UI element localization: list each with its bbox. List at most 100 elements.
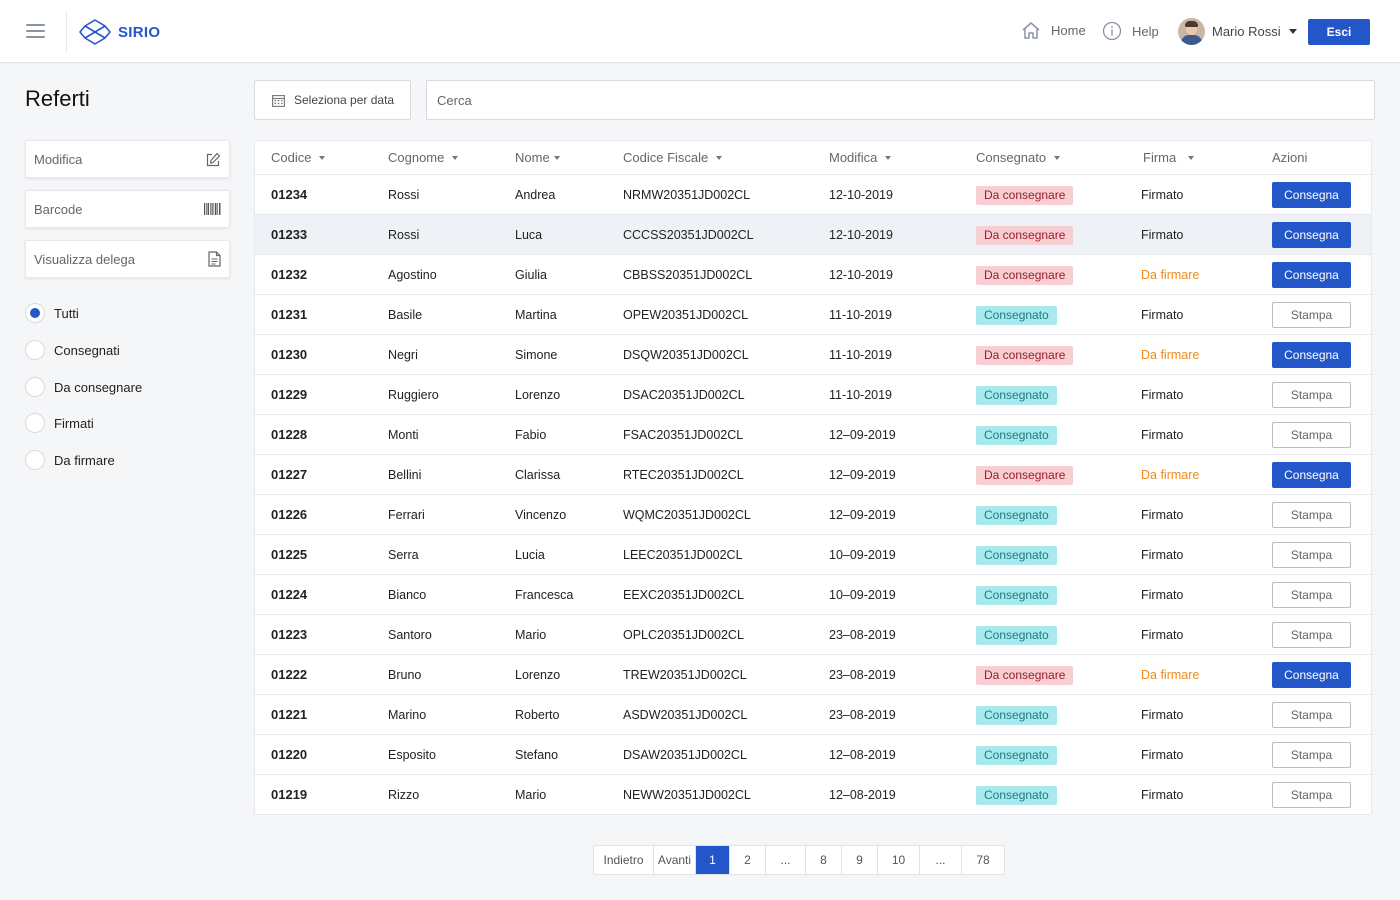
cell-firma: Firmato (1141, 748, 1184, 762)
column-header-consegnato[interactable]: Consegnato (976, 150, 1061, 165)
nav-help[interactable]: Help (1102, 21, 1159, 41)
radio-tutti[interactable] (25, 303, 45, 323)
table-row[interactable]: 01221 Marino Roberto ASDW20351JD002CL 23–08-… (255, 695, 1371, 735)
deliver-button[interactable]: Consegna (1272, 662, 1351, 688)
edit-button[interactable]: Modifica (25, 140, 230, 178)
print-button[interactable]: Stampa (1272, 702, 1351, 728)
menu-icon[interactable] (26, 24, 45, 39)
page-button[interactable]: 10 (878, 846, 920, 874)
filter-da-consegnare[interactable]: Da consegnare (25, 377, 142, 397)
page-button[interactable]: 9 (842, 846, 878, 874)
view-delegation-button[interactable]: Visualizza delega (25, 240, 230, 278)
column-header-codice[interactable]: Codice (271, 150, 326, 165)
brand-logo[interactable]: SIRIO (78, 17, 160, 47)
column-header-cognome[interactable]: Cognome (388, 150, 459, 165)
table-row[interactable]: 01233 Rossi Luca CCCSS20351JD002CL 12-10-201… (255, 215, 1371, 255)
radio-da-firmare[interactable] (25, 450, 45, 470)
deliver-button[interactable]: Consegna (1272, 262, 1351, 288)
cell-firma: Firmato (1141, 788, 1184, 802)
cell-codice: 01222 (271, 667, 308, 682)
document-icon (208, 251, 221, 267)
status-badge: Consegnato (976, 746, 1057, 765)
table-row[interactable]: 01229 Ruggiero Lorenzo DSAC20351JD002CL 11-1… (255, 375, 1371, 415)
cell-codice-fiscale: CBBSS20351JD002CL (623, 268, 753, 282)
column-header-nome[interactable]: Nome (515, 150, 560, 165)
print-button[interactable]: Stampa (1272, 622, 1351, 648)
prev-page-button[interactable]: Indietro (594, 846, 654, 874)
table-row[interactable]: 01219 Rizzo Mario NEWW20351JD002CL 12–08-201… (255, 775, 1371, 815)
print-button[interactable]: Stampa (1272, 542, 1351, 568)
cell-codice: 01221 (271, 707, 308, 722)
filter-consegnati[interactable]: Consegnati (25, 340, 120, 360)
deliver-button[interactable]: Consegna (1272, 222, 1351, 248)
print-button[interactable]: Stampa (1272, 782, 1351, 808)
table-row[interactable]: 01222 Bruno Lorenzo TREW20351JD002CL 23–08-2… (255, 655, 1371, 695)
page-button[interactable]: 8 (806, 846, 842, 874)
cell-modifica: 12–08-2019 (829, 788, 896, 802)
sirio-logo-icon (79, 19, 111, 45)
filter-da-firmare[interactable]: Da firmare (25, 450, 115, 470)
date-filter-label: Seleziona per data (294, 93, 395, 107)
cell-firma: Firmato (1141, 228, 1184, 242)
column-header-codice-fiscale[interactable]: Codice Fiscale (623, 150, 723, 165)
date-filter-button[interactable]: Seleziona per data (254, 80, 411, 120)
table-row[interactable]: 01220 Esposito Stefano DSAW20351JD002CL 12–0… (255, 735, 1371, 775)
cell-firma: Firmato (1141, 388, 1184, 402)
cell-codice: 01232 (271, 267, 308, 282)
table-row[interactable]: 01224 Bianco Francesca EEXC20351JD002CL 10–0… (255, 575, 1371, 615)
cell-cognome: Rossi (388, 188, 420, 202)
table-row[interactable]: 01227 Bellini Clarissa RTEC20351JD002CL 12–0… (255, 455, 1371, 495)
filter-firmati[interactable]: Firmati (25, 413, 94, 433)
column-header-label: Azioni (1272, 150, 1308, 165)
radio-consegnati[interactable] (25, 340, 45, 360)
barcode-button[interactable]: Barcode (25, 190, 230, 228)
print-button[interactable]: Stampa (1272, 582, 1351, 608)
table-row[interactable]: 01228 Monti Fabio FSAC20351JD002CL 12–09-201… (255, 415, 1371, 455)
user-menu[interactable]: Mario Rossi (1178, 18, 1297, 45)
print-button[interactable]: Stampa (1272, 382, 1351, 408)
page-title: Referti (25, 86, 90, 111)
cell-cognome: Bellini (388, 468, 422, 482)
table-row[interactable]: 01223 Santoro Mario OPLC20351JD002CL 23–08-2… (255, 615, 1371, 655)
cell-codice-fiscale: ASDW20351JD002CL (623, 708, 748, 722)
page-button[interactable]: 78 (976, 853, 990, 867)
radio-firmati[interactable] (25, 413, 45, 433)
edit-icon (206, 152, 221, 166)
deliver-button[interactable]: Consegna (1272, 182, 1351, 208)
print-button[interactable]: Stampa (1272, 302, 1351, 328)
table-row[interactable]: 01231 Basile Martina OPEW20351JD002CL 11-10-… (255, 295, 1371, 335)
table-row[interactable]: 01232 Agostino Giulia CBBSS20351JD002CL 12-1… (255, 255, 1371, 295)
next-page-button[interactable]: Avanti (654, 846, 696, 874)
cell-firma: Firmato (1141, 428, 1184, 442)
table-row[interactable]: 01234 Rossi Andrea NRMW20351JD002CL 12-10-20… (255, 175, 1371, 215)
print-button[interactable]: Stampa (1272, 502, 1351, 528)
cell-modifica: 12-10-2019 (829, 268, 893, 282)
nav-home-label: Home (1051, 23, 1086, 38)
cell-modifica: 12–09-2019 (829, 428, 896, 442)
search-input[interactable] (426, 80, 1375, 120)
cell-nome: Lorenzo (515, 668, 561, 682)
cell-codice-fiscale: RTEC20351JD002CL (623, 468, 744, 482)
deliver-button[interactable]: Consegna (1272, 342, 1351, 368)
column-header-modifica[interactable]: Modifica (829, 150, 892, 165)
column-header-firma[interactable]: Firma (1143, 150, 1195, 165)
print-button[interactable]: Stampa (1272, 422, 1351, 448)
cell-cognome: Monti (388, 428, 419, 442)
deliver-button[interactable]: Consegna (1272, 462, 1351, 488)
table-row[interactable]: 01230 Negri Simone DSQW20351JD002CL 11-10-20… (255, 335, 1371, 375)
status-badge: Consegnato (976, 426, 1057, 445)
filter-tutti[interactable]: Tutti (25, 303, 79, 323)
cell-codice-fiscale: DSAC20351JD002CL (623, 388, 745, 402)
cell-cognome: Serra (388, 548, 419, 562)
table-row[interactable]: 01225 Serra Lucia LEEC20351JD002CL 10–09-201… (255, 535, 1371, 575)
table-row[interactable]: 01226 Ferrari Vincenzo WQMC20351JD002CL 12–0… (255, 495, 1371, 535)
nav-home[interactable]: Home (1021, 21, 1086, 40)
page-button[interactable]: 1 (696, 846, 730, 874)
logout-button[interactable]: Esci (1308, 19, 1370, 45)
user-name: Mario Rossi (1212, 24, 1281, 39)
filter-firmati-label: Firmati (54, 415, 94, 431)
radio-da-consegnare[interactable] (25, 377, 45, 397)
print-button[interactable]: Stampa (1272, 742, 1351, 768)
cell-codice-fiscale: NEWW20351JD002CL (623, 788, 751, 802)
page-button[interactable]: 2 (730, 846, 766, 874)
